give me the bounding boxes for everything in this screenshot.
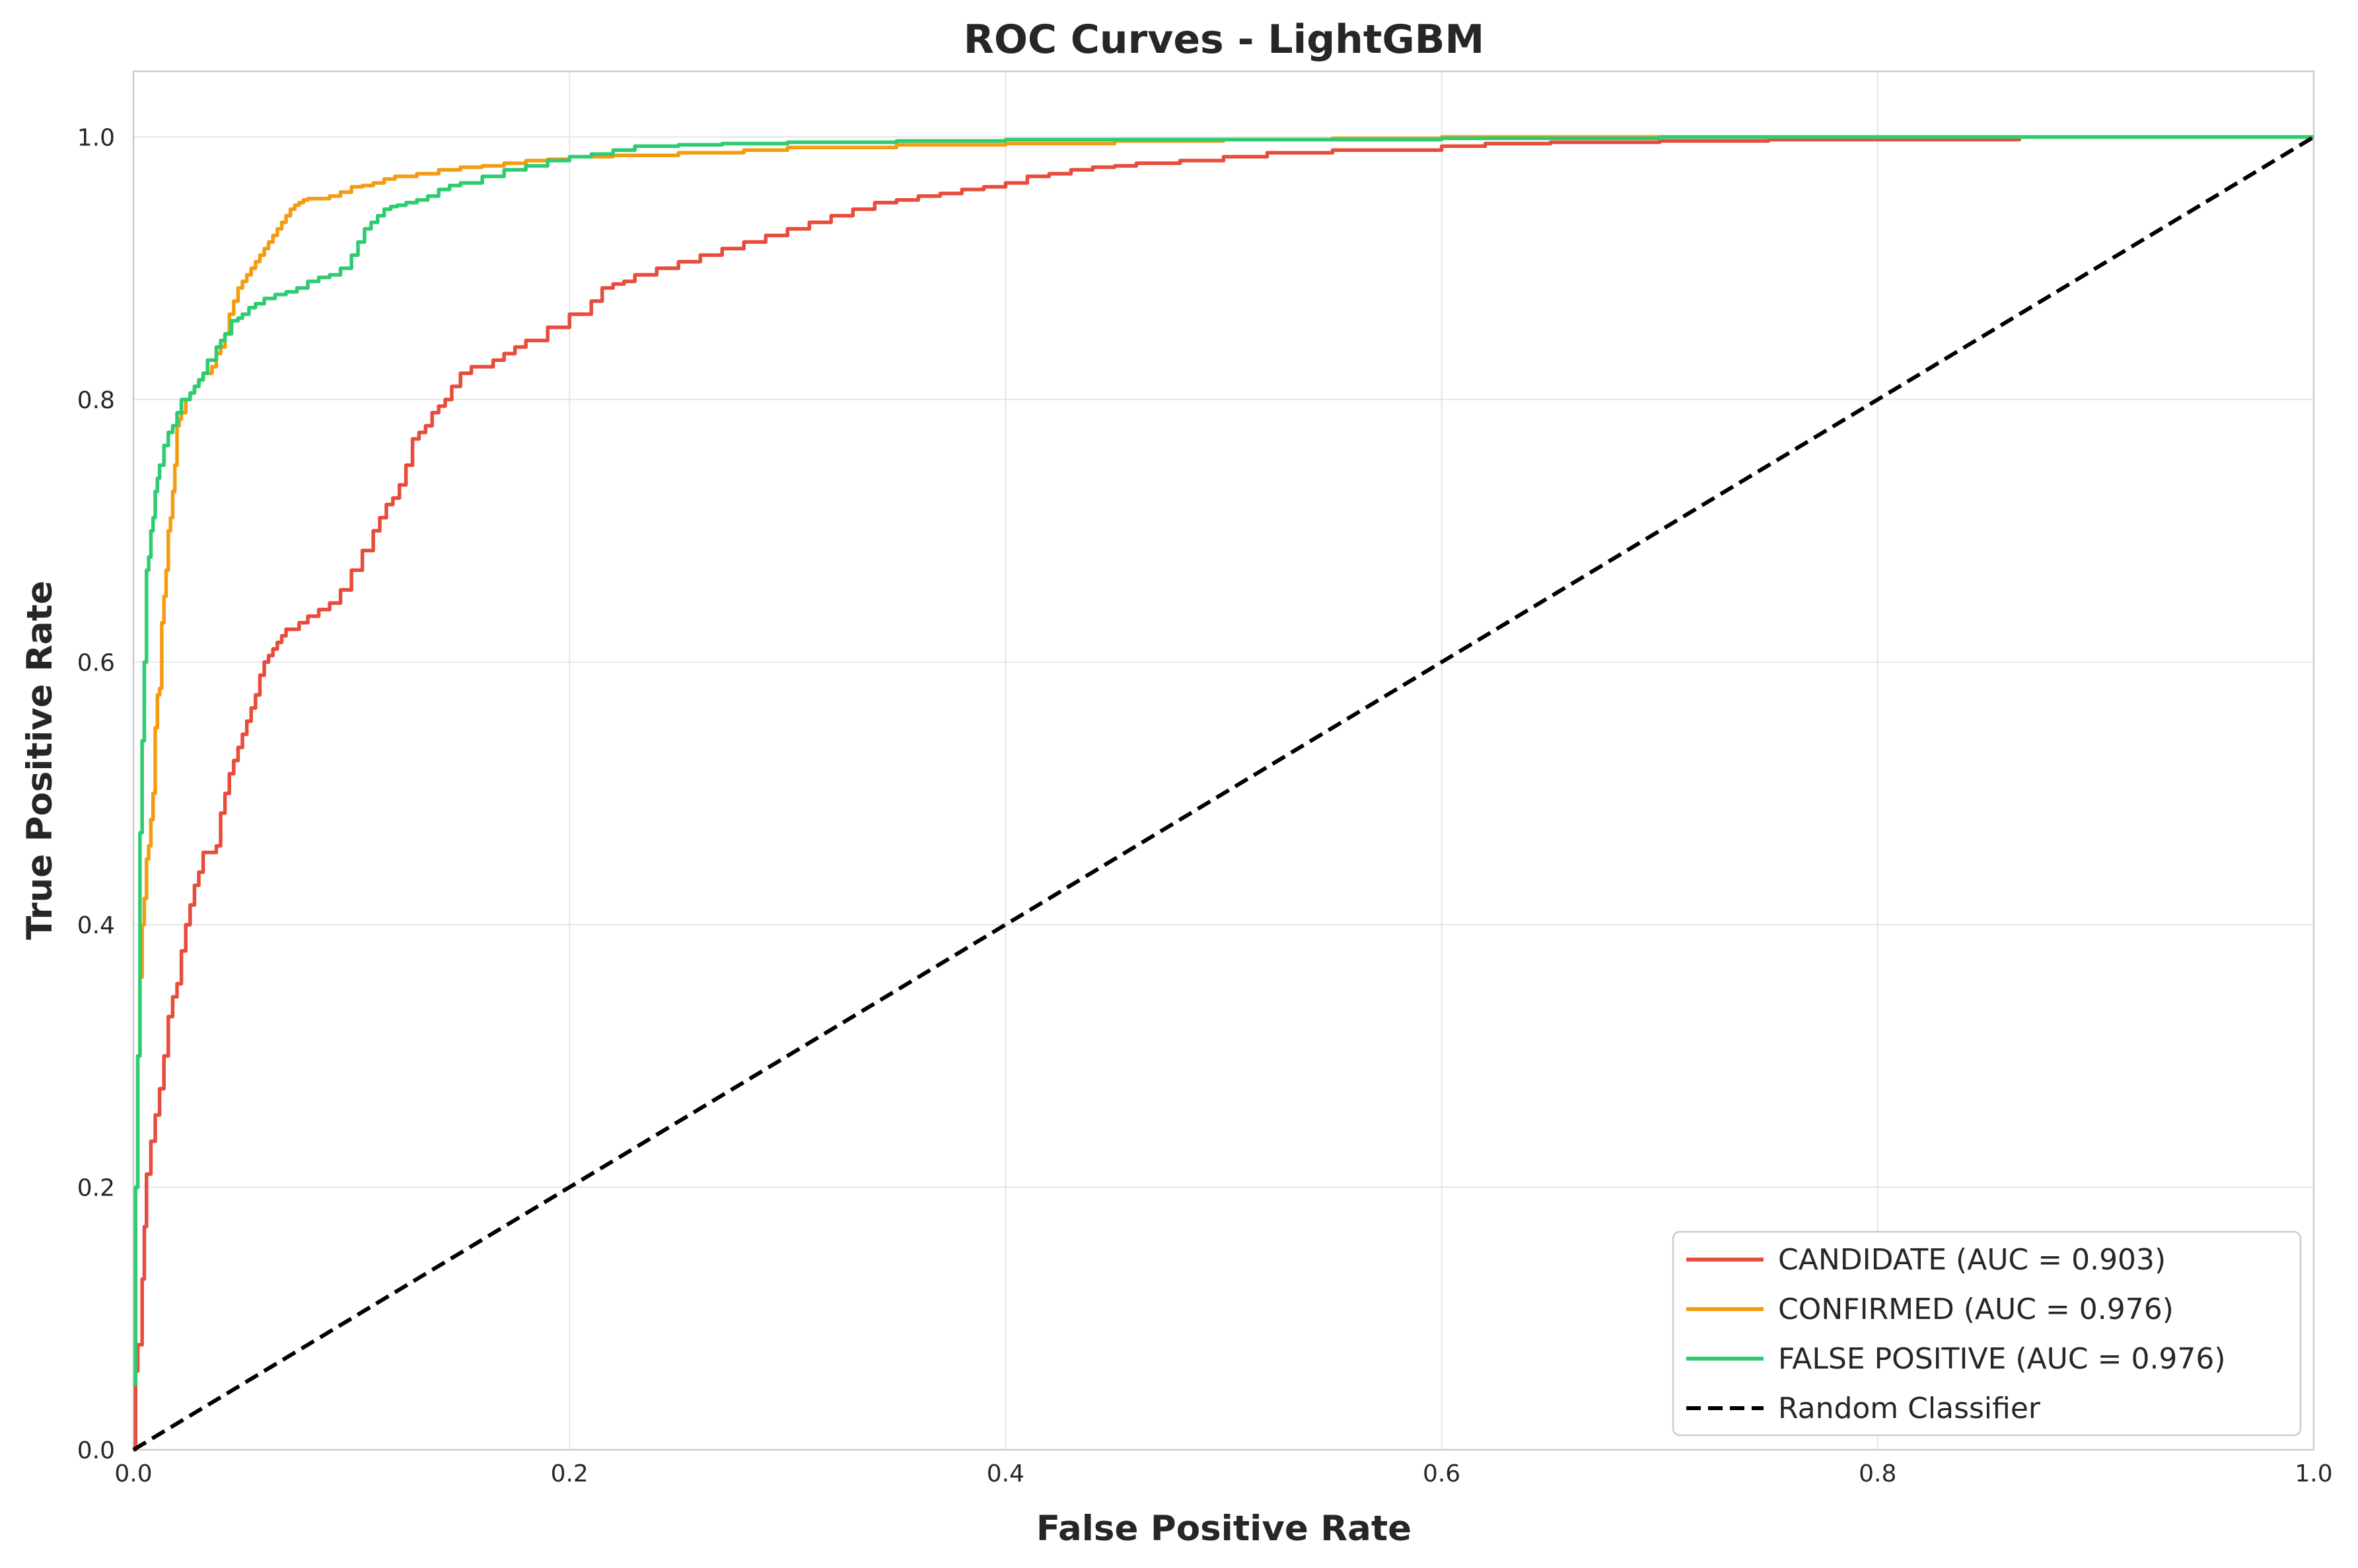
legend: CANDIDATE (AUC = 0.903) CONFIRMED (AUC =… bbox=[1672, 1230, 2302, 1437]
y-axis-label: True Positive Rate bbox=[20, 581, 60, 940]
curve-false-positive bbox=[133, 135, 2314, 1386]
y-tick-label: 1.0 bbox=[77, 124, 115, 151]
legend-label-false-positive: FALSE POSITIVE (AUC = 0.976) bbox=[1778, 1342, 2226, 1376]
y-tick-label: 0.0 bbox=[77, 1437, 115, 1464]
legend-box bbox=[1672, 1230, 2302, 1437]
legend-label-confirmed: CONFIRMED (AUC = 0.976) bbox=[1778, 1293, 2174, 1326]
curve-confirmed bbox=[133, 135, 2314, 1386]
x-tick-label: 0.0 bbox=[114, 1460, 152, 1487]
x-tick-label: 0.8 bbox=[1859, 1460, 1896, 1487]
y-tick-label: 0.6 bbox=[77, 649, 115, 676]
y-tick-label: 0.8 bbox=[77, 387, 115, 414]
curve-random-classifier bbox=[132, 135, 2315, 1452]
y-tick-label: 0.4 bbox=[77, 912, 115, 939]
x-tick-label: 1.0 bbox=[2295, 1460, 2332, 1487]
x-tick-label: 0.2 bbox=[551, 1460, 589, 1487]
legend-label-random-classifier: Random Classifier bbox=[1778, 1392, 2041, 1425]
series bbox=[132, 135, 2315, 1452]
x-tick-label: 0.4 bbox=[987, 1460, 1024, 1487]
x-axis-label: False Positive Rate bbox=[1036, 1509, 1411, 1549]
chart-title: ROC Curves - LightGBM bbox=[964, 17, 1485, 63]
curve-candidate bbox=[133, 137, 2022, 1452]
y-tick-label: 0.2 bbox=[77, 1174, 115, 1201]
plot-frame bbox=[132, 70, 2315, 1451]
x-tick-label: 0.6 bbox=[1423, 1460, 1460, 1487]
legend-label-candidate: CANDIDATE (AUC = 0.903) bbox=[1778, 1243, 2166, 1277]
tick-labels: 0.0 0.2 0.4 0.6 0.8 1.0 0.0 0.2 0.4 0.6 0.8 1.0 bbox=[77, 124, 2333, 1487]
